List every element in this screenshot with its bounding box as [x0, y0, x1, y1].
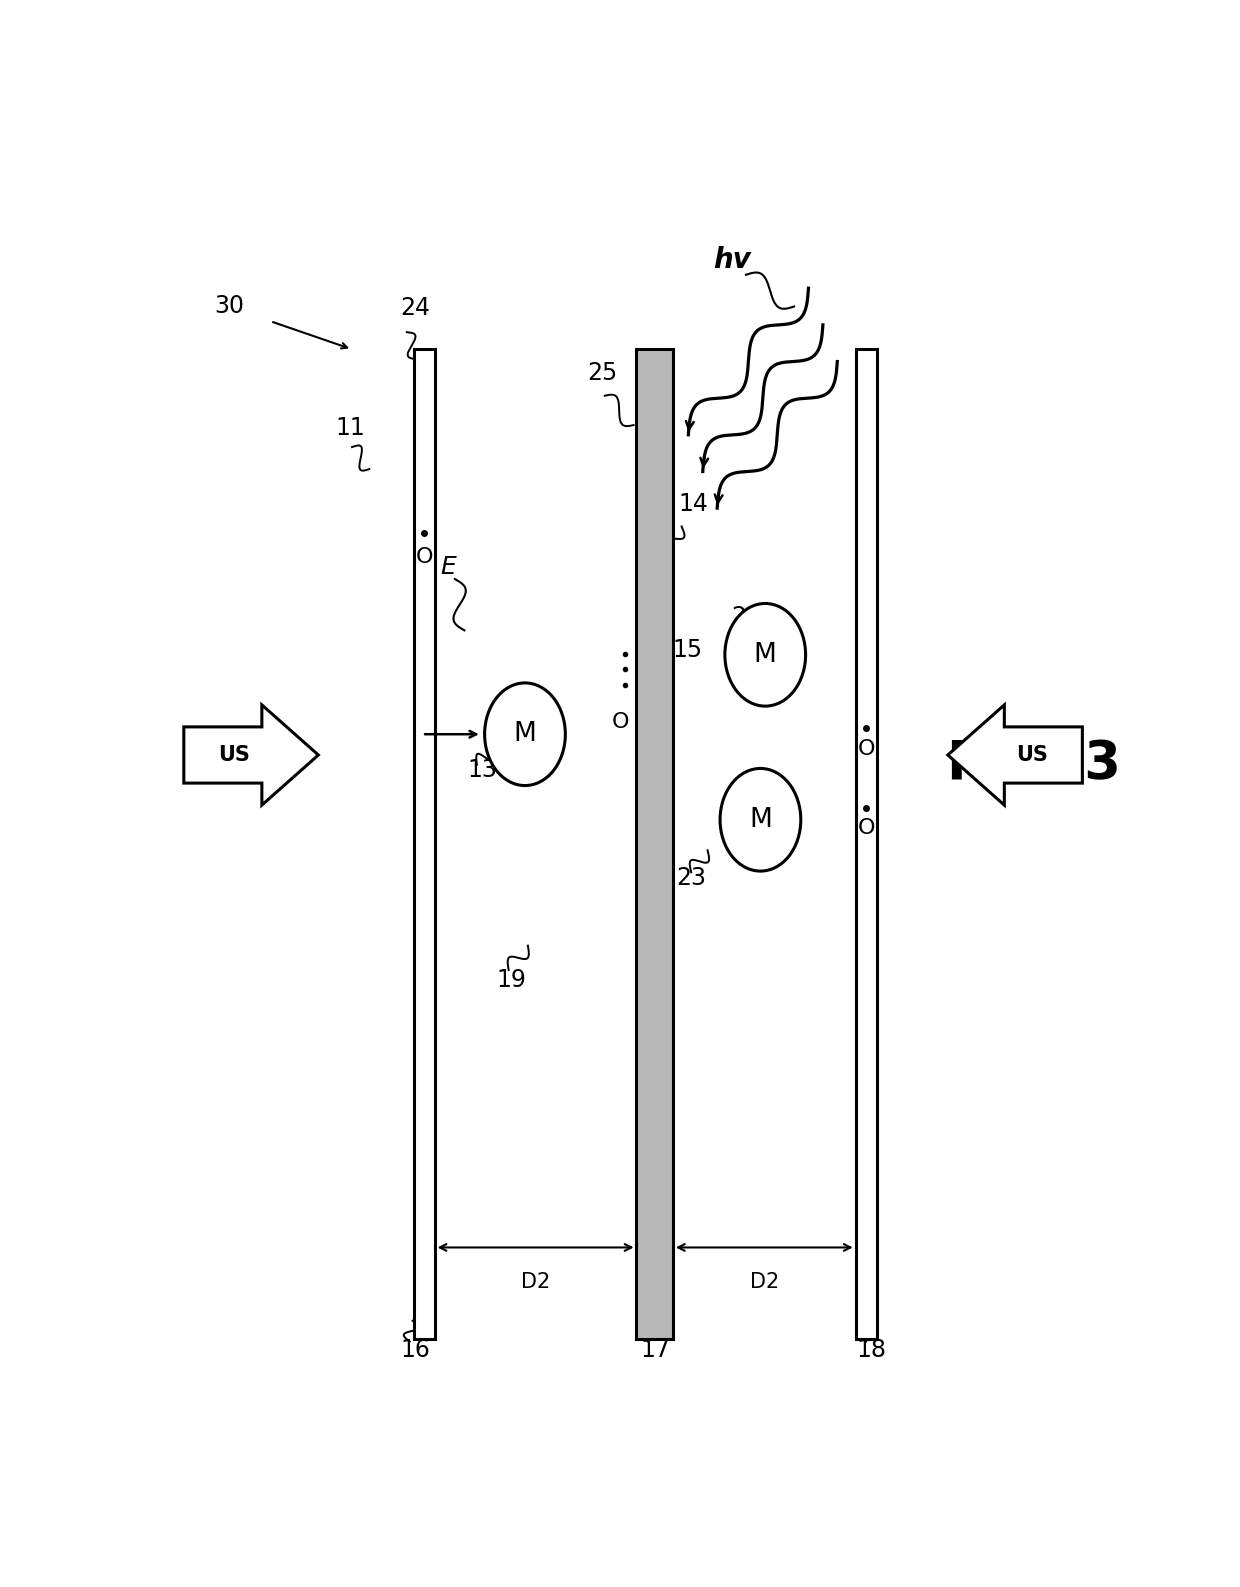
Text: FIG. 3: FIG. 3 [947, 740, 1121, 790]
Text: 22: 22 [732, 605, 761, 630]
Text: 13: 13 [467, 759, 497, 782]
Text: 23: 23 [676, 865, 706, 890]
Text: M: M [754, 641, 776, 668]
Text: M: M [513, 720, 537, 747]
Text: 19: 19 [496, 968, 526, 992]
Text: O: O [415, 548, 433, 567]
Text: O: O [611, 713, 629, 732]
Text: D2: D2 [521, 1271, 551, 1292]
Bar [636, 349, 673, 1339]
Text: M: M [749, 806, 771, 833]
Text: 25: 25 [588, 360, 618, 386]
Text: US: US [1016, 744, 1048, 765]
Circle shape [720, 768, 801, 871]
Bar [413, 349, 435, 1339]
Text: 24: 24 [401, 297, 430, 321]
Text: O: O [857, 819, 875, 838]
Text: 30: 30 [215, 294, 244, 317]
Bar [856, 349, 877, 1339]
Text: 14: 14 [678, 492, 708, 516]
Text: 16: 16 [401, 1338, 430, 1363]
Text: US: US [218, 744, 250, 765]
Text: 11: 11 [336, 416, 366, 440]
Text: E: E [440, 555, 456, 579]
Text: hv: hv [713, 246, 750, 275]
Text: 15: 15 [672, 638, 702, 662]
Circle shape [725, 603, 806, 706]
Circle shape [485, 682, 565, 786]
Text: O: O [857, 740, 875, 759]
Text: D2: D2 [750, 1271, 779, 1292]
Text: 17: 17 [640, 1338, 670, 1363]
Text: 18: 18 [857, 1338, 887, 1363]
Polygon shape [184, 705, 319, 805]
Polygon shape [947, 705, 1083, 805]
